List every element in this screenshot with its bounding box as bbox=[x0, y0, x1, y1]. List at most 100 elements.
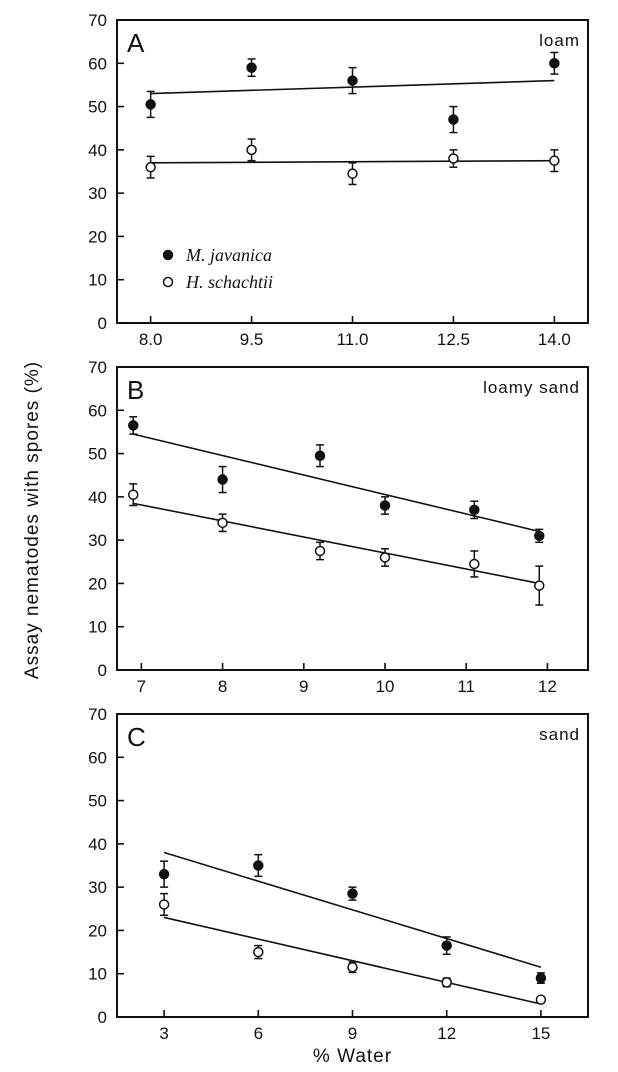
panel-C: 0 10 20 30 40 50 60 70 3 6 9 12 15 C sand bbox=[88, 705, 589, 1043]
x-tick-label: 3 bbox=[159, 1024, 168, 1043]
x-tick-label: 15 bbox=[531, 1024, 550, 1043]
fit-line bbox=[163, 851, 542, 968]
legend-marker bbox=[162, 249, 174, 261]
y-tick-label: 30 bbox=[88, 878, 107, 897]
soil-label: loam bbox=[539, 31, 580, 50]
y-tick-label: 40 bbox=[88, 835, 107, 854]
panel-letter: A bbox=[127, 28, 145, 58]
data-point bbox=[534, 530, 545, 542]
legend-label: M. javanica bbox=[185, 245, 272, 265]
data-point bbox=[127, 420, 139, 431]
data-point bbox=[347, 168, 358, 179]
data-point bbox=[535, 994, 547, 1005]
series-h-schachtii bbox=[145, 138, 560, 186]
data-point bbox=[158, 899, 170, 910]
data-point bbox=[217, 517, 228, 529]
y-tick-label: 70 bbox=[88, 705, 107, 724]
y-tick-label: 70 bbox=[88, 11, 107, 30]
data-point bbox=[549, 58, 560, 69]
fit-line bbox=[133, 433, 540, 533]
data-point bbox=[448, 114, 459, 125]
x-tick-label: 9 bbox=[299, 677, 308, 696]
data-point bbox=[347, 888, 358, 899]
y-tick-label: 50 bbox=[88, 445, 107, 464]
x-tick-label: 8.0 bbox=[139, 330, 163, 349]
data-point bbox=[469, 558, 480, 570]
x-tick-label: 6 bbox=[254, 1024, 263, 1043]
y-tick-label: 40 bbox=[88, 141, 107, 160]
series-m-javanica bbox=[158, 851, 547, 984]
y-tick-label: 10 bbox=[88, 965, 107, 984]
data-point bbox=[314, 450, 326, 461]
data-point bbox=[158, 868, 170, 880]
data-point bbox=[379, 500, 391, 511]
y-tick-label: 50 bbox=[88, 792, 107, 811]
data-point bbox=[441, 940, 452, 951]
data-point bbox=[246, 62, 257, 73]
data-point bbox=[253, 946, 264, 958]
data-point bbox=[145, 99, 156, 110]
x-axis-title: % Water bbox=[313, 1046, 392, 1067]
fit-line bbox=[163, 916, 542, 1005]
data-point bbox=[253, 860, 264, 871]
panel-letter: C bbox=[127, 722, 146, 752]
soil-label: loamy sand bbox=[483, 378, 580, 397]
y-tick-label: 50 bbox=[88, 98, 107, 117]
series-m-javanica bbox=[127, 416, 545, 544]
soil-label: sand bbox=[539, 725, 580, 744]
y-tick-label: 60 bbox=[88, 401, 107, 420]
panel-letter: B bbox=[127, 375, 144, 405]
x-tick-label: 10 bbox=[376, 677, 395, 696]
x-tick-label: 7 bbox=[137, 677, 146, 696]
y-tick-label: 20 bbox=[88, 227, 107, 246]
data-point bbox=[441, 977, 452, 988]
data-point bbox=[549, 155, 560, 166]
data-point bbox=[145, 161, 156, 173]
x-tick-label: 11.0 bbox=[337, 330, 369, 349]
plot-frame bbox=[116, 366, 589, 671]
data-point bbox=[379, 552, 391, 563]
data-point bbox=[534, 580, 545, 591]
y-tick-label: 0 bbox=[98, 1008, 107, 1027]
data-point bbox=[347, 961, 358, 973]
x-tick-label: 12 bbox=[538, 677, 557, 696]
data-point bbox=[347, 75, 358, 86]
data-point bbox=[469, 504, 480, 516]
y-tick-label: 20 bbox=[88, 921, 107, 940]
data-point bbox=[217, 474, 228, 485]
panel-A: 0 10 20 30 40 50 60 70 8.0 9.5 11.0 12.5 14.0 A loam bbox=[88, 11, 589, 349]
data-point bbox=[127, 489, 139, 500]
panel-B: 0 10 20 30 40 50 60 70 7 8 9 10 11 12 B loamy sand bbox=[88, 358, 589, 696]
y-tick-label: 30 bbox=[88, 184, 107, 203]
data-point bbox=[246, 144, 257, 156]
y-tick-label: 40 bbox=[88, 488, 107, 507]
y-tick-label: 70 bbox=[88, 358, 107, 377]
x-tick-label: 11 bbox=[457, 677, 475, 696]
y-tick-label: 30 bbox=[88, 531, 107, 550]
fit-line bbox=[150, 159, 555, 164]
legend-label: H. schachtii bbox=[185, 272, 273, 292]
y-tick-label: 10 bbox=[88, 618, 107, 637]
x-tick-label: 9 bbox=[348, 1024, 357, 1043]
data-point bbox=[535, 972, 547, 984]
x-tick-label: 9.5 bbox=[240, 330, 264, 349]
x-tick-label: 14.0 bbox=[538, 330, 571, 349]
data-point bbox=[314, 545, 326, 557]
legend-marker bbox=[162, 276, 174, 288]
series-h-schachtii bbox=[127, 483, 545, 606]
y-tick-label: 60 bbox=[88, 54, 107, 73]
data-point bbox=[448, 153, 459, 164]
y-axis-title: Assay nematodes with spores (%) bbox=[22, 361, 43, 679]
legend: M. javanica H. schachtii bbox=[162, 245, 273, 292]
x-tick-label: 8 bbox=[218, 677, 227, 696]
fit-line bbox=[133, 502, 540, 585]
series-m-javanica bbox=[145, 51, 560, 134]
y-tick-label: 10 bbox=[88, 271, 107, 290]
y-tick-label: 20 bbox=[88, 574, 107, 593]
series-h-schachtii bbox=[158, 892, 547, 1005]
y-tick-label: 60 bbox=[88, 748, 107, 767]
y-tick-label: 0 bbox=[98, 314, 107, 333]
y-tick-label: 0 bbox=[98, 661, 107, 680]
